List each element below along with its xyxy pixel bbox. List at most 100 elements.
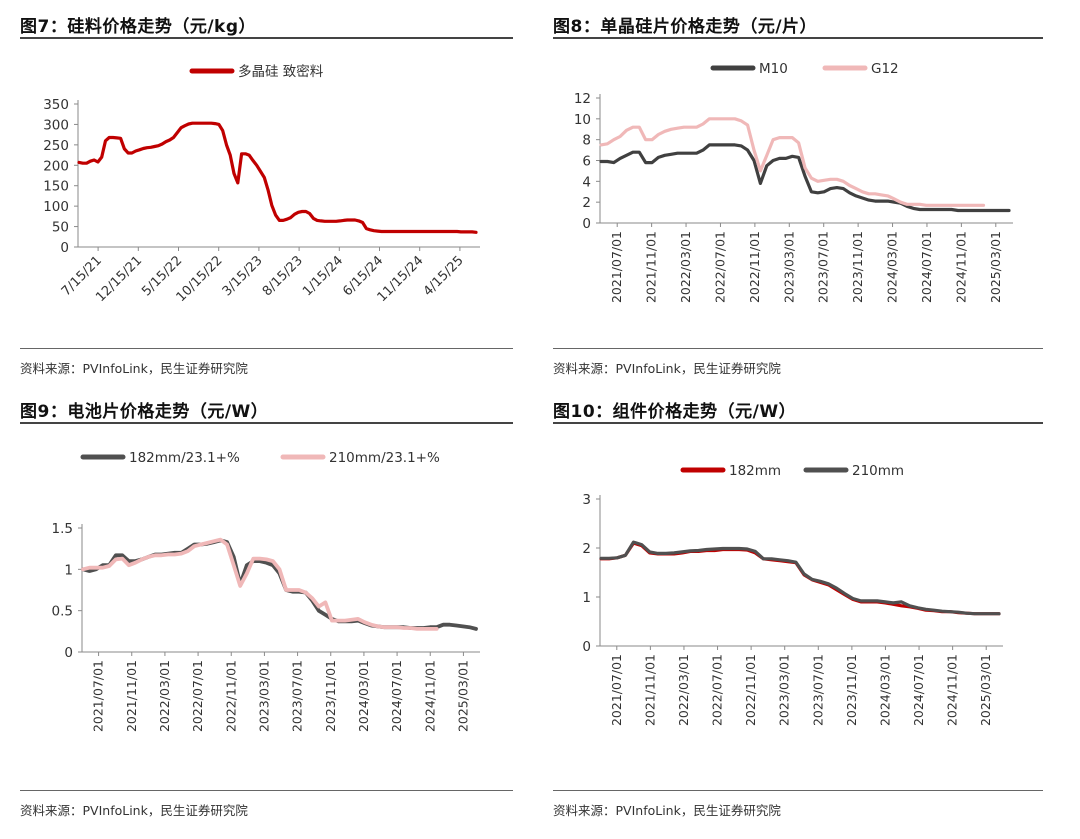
x-tick-label: 2021/07/01 [609,231,624,303]
series-line-210mm [599,540,1001,616]
x-tick-label: 1/15/24 [300,253,346,299]
y-tick-label: 250 [43,138,69,154]
x-tick-label: 2023/11/01 [323,660,338,732]
series-line-210mm-23-1- [81,537,439,631]
title-rule [553,422,1043,424]
y-tick-label: 0 [64,645,73,661]
x-tick-label: 2024/07/01 [919,231,934,303]
x-tick-label: 4/15/25 [421,253,467,299]
source-note: 资料来源：PVInfoLink，民生证券研究院 [553,361,781,376]
y-tick-label: 300 [43,117,69,133]
y-tick-label: 10 [574,112,591,128]
x-tick-label: 2023/03/01 [777,654,792,726]
panel-title: 图8：单晶硅片价格走势（元/片） [553,17,818,37]
y-tick-label: 6 [582,154,591,170]
y-tick-label: 0.5 [52,604,73,620]
y-tick-label: 150 [43,179,69,195]
x-tick-label: 2024/11/01 [945,654,960,726]
x-tick-label: 2023/07/01 [810,654,825,726]
source-rule [553,790,1043,791]
x-tick-label: 2023/07/01 [816,231,831,303]
source-rule [20,348,513,349]
x-tick-label: 2024/03/01 [877,654,892,726]
title-rule [553,37,1043,39]
panel-silicon: 图7：硅料价格走势（元/kg） 0 50 100 150 200 250 300 350 7/1… [20,12,515,382]
x-tick-label: 2023/03/01 [256,660,271,732]
panel-module: 图10：组件价格走势（元/W） 0 1 2 3 2021/07/01 2021/11/01… [553,397,1048,827]
x-tick-label: 2021/11/01 [644,231,659,303]
series-line-g12 [599,117,986,207]
legend-label: G12 [871,61,899,77]
x-tick-label: 2023/03/01 [781,231,796,303]
y-tick-label: 0 [582,639,591,655]
x-tick-label: 2022/03/01 [157,660,172,732]
x-tick-label: 2021/11/01 [124,660,139,732]
y-tick-label: 1 [582,590,591,606]
source-note: 资料来源：PVInfoLink，民生证券研究院 [20,803,248,818]
x-tick-label: 2025/03/01 [455,660,470,732]
source-note: 资料来源：PVInfoLink，民生证券研究院 [20,361,248,376]
x-tick-label: 2023/07/01 [290,660,305,732]
x-tick-label: 2024/03/01 [885,231,900,303]
chart-silicon-price: 0501001502002503003507/15/2112/15/215/15… [43,63,480,305]
legend-label: 210mm/23.1+% [329,450,440,466]
x-tick-label: 2022/07/01 [190,660,205,732]
chart-cell-price: 0 0.5 1 1.5 2021/07/01 2021/11/01 2022/03/01 20… [52,450,480,732]
chart-module-price: 0 1 2 3 2021/07/01 2021/11/01 2022/03/01 2022/0… [582,463,1003,726]
y-tick-label: 1 [64,562,73,578]
legend-label: 210mm [852,463,904,479]
x-tick-label: 2021/07/01 [91,660,106,732]
x-tick-label: 2024/11/01 [953,231,968,303]
x-tick-label: 2024/07/01 [389,660,404,732]
y-tick-label: 0 [582,216,591,232]
legend-label: M10 [759,61,788,77]
x-tick-label: 2025/03/01 [988,231,1003,303]
x-tick-label: 2023/11/01 [844,654,859,726]
x-tick-label: 2022/11/01 [747,231,762,303]
x-tick-label: 2023/11/01 [850,231,865,303]
source-note: 资料来源：PVInfoLink，民生证券研究院 [553,803,781,818]
x-tick-label: 2021/07/01 [609,654,624,726]
x-tick-label: 2022/11/01 [223,660,238,732]
legend-label: 182mm [729,463,781,479]
y-tick-label: 2 [582,195,591,211]
x-tick-label: 2024/07/01 [911,654,926,726]
y-tick-label: 50 [52,220,69,236]
y-tick-label: 100 [43,199,69,215]
y-tick-label: 8 [582,133,591,149]
x-tick-label: 2024/03/01 [356,660,371,732]
y-tick-label: 2 [582,541,591,557]
y-tick-label: 200 [43,158,69,174]
panel-title: 图7：硅料价格走势（元/kg） [20,17,257,37]
y-tick-label: 12 [574,91,591,107]
series-line-m10 [599,143,1011,213]
x-tick-label: 2022/07/01 [712,231,727,303]
source-rule [553,348,1043,349]
x-tick-label: 2024/11/01 [422,660,437,732]
title-rule [20,37,513,39]
y-tick-label: 3 [582,492,591,508]
series-line-182mm-23-1- [81,538,478,631]
legend-label: 182mm/23.1+% [129,450,240,466]
y-tick-label: 0 [60,240,69,256]
x-tick-label: 2025/03/01 [978,654,993,726]
x-tick-label: 2021/11/01 [642,654,657,726]
y-tick-label: 350 [43,97,69,113]
panel-cell: 图9：电池片价格走势（元/W） 0 0.5 1 1.5 2021/07/01 2021/1… [20,397,515,827]
x-tick-label: 3/15/23 [220,253,266,299]
series-line-- [77,121,478,234]
panel-title: 图10：组件价格走势（元/W） [553,402,797,422]
panel-title: 图9：电池片价格走势（元/W） [20,402,269,422]
panel-wafer: 图8：单晶硅片价格走势（元/片） 0 2 4 6 8 10 12 2021/07/01 2021… [553,12,1048,382]
chart-wafer-price: 0 2 4 6 8 10 12 2021/07/01 2021/11/01 2022/03/01 2… [574,61,1013,303]
x-tick-label: 2022/11/01 [743,654,758,726]
source-rule [20,790,513,791]
x-tick-label: 2022/03/01 [678,231,693,303]
y-tick-label: 4 [582,174,591,190]
legend-label: 多晶硅 致密料 [238,63,324,80]
x-tick-label: 8/15/23 [260,253,306,299]
x-tick-label: 2022/07/01 [710,654,725,726]
y-tick-label: 1.5 [52,521,73,537]
x-tick-label: 2022/03/01 [676,654,691,726]
title-rule [20,422,513,424]
